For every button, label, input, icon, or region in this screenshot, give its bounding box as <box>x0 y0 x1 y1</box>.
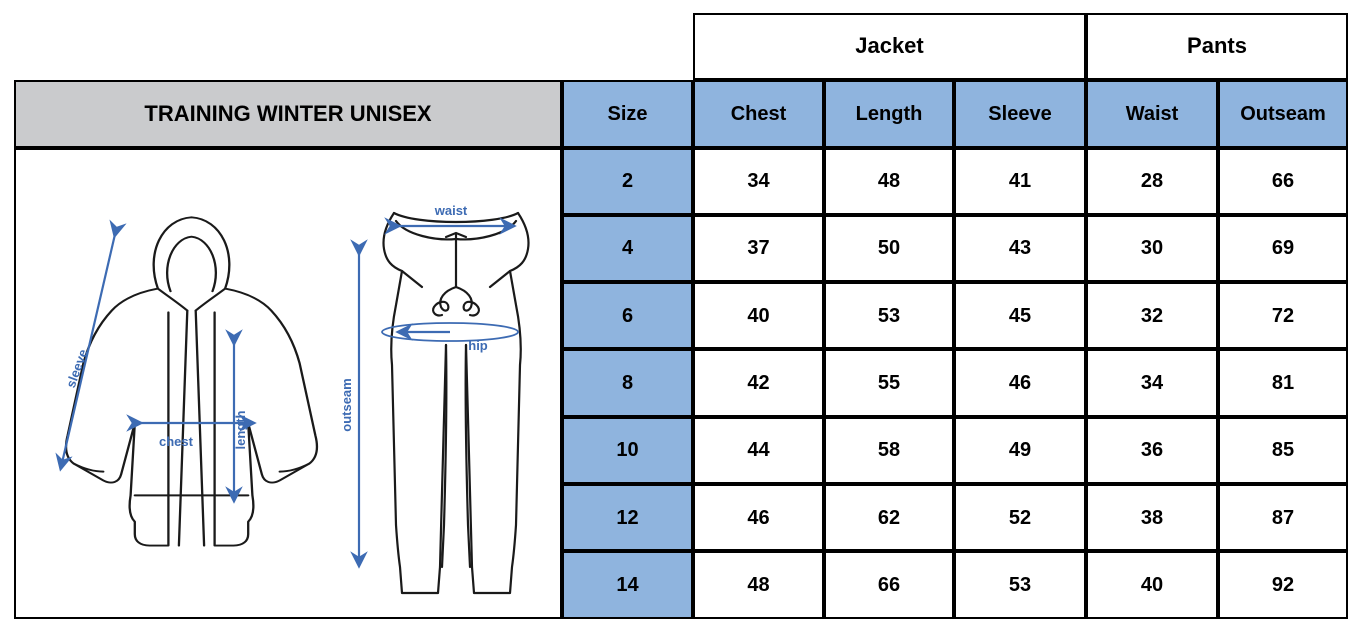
svg-text:waist: waist <box>434 203 468 218</box>
svg-text:length: length <box>233 410 248 449</box>
svg-text:sleeve: sleeve <box>63 347 91 389</box>
svg-text:chest: chest <box>159 434 194 449</box>
svg-text:outseam: outseam <box>339 378 354 431</box>
svg-text:hip: hip <box>468 338 488 353</box>
